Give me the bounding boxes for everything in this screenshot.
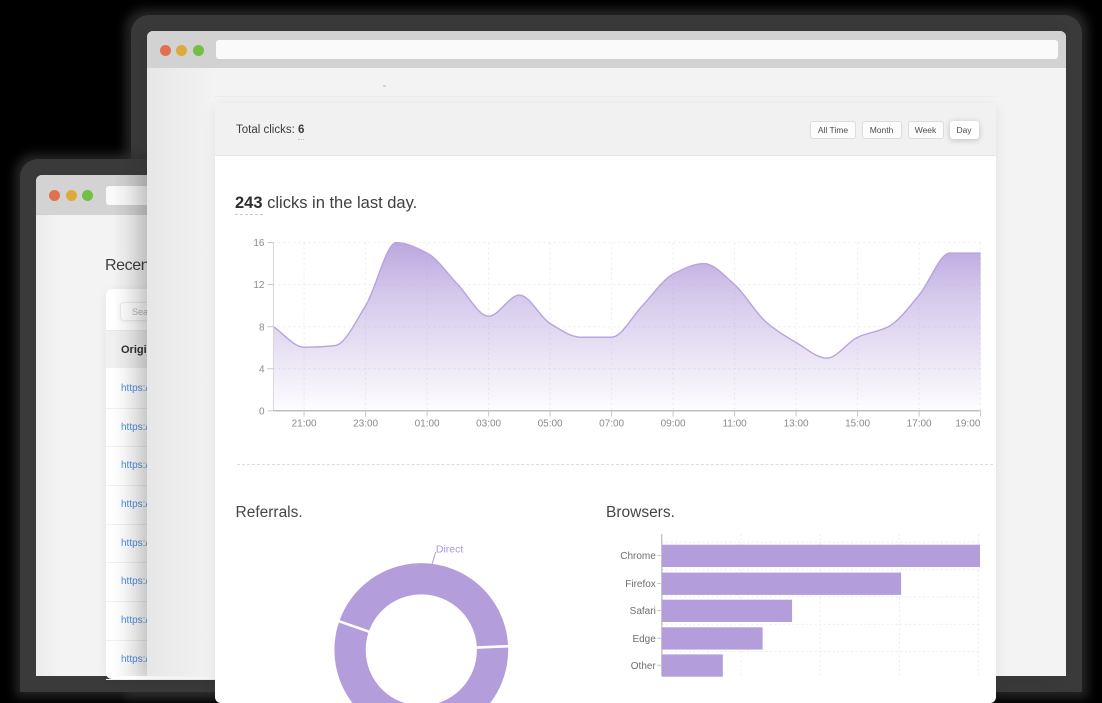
svg-text:09:00: 09:00 — [661, 419, 686, 430]
svg-text:Firefox: Firefox — [625, 579, 656, 590]
svg-text:4: 4 — [259, 364, 265, 375]
svg-text:16: 16 — [253, 238, 265, 249]
svg-text:07:00: 07:00 — [599, 419, 624, 430]
svg-text:Safari: Safari — [630, 606, 656, 617]
svg-text:11:00: 11:00 — [722, 419, 747, 430]
svg-text:23:00: 23:00 — [353, 419, 378, 430]
svg-text:13:00: 13:00 — [784, 419, 809, 430]
svg-text:8: 8 — [259, 322, 265, 333]
svg-text:19:00: 19:00 — [955, 419, 980, 430]
svg-text:12: 12 — [253, 280, 265, 291]
svg-text:05:00: 05:00 — [538, 419, 563, 430]
svg-text:15:00: 15:00 — [845, 419, 870, 430]
svg-text:Edge: Edge — [632, 634, 656, 645]
svg-text:Chrome: Chrome — [620, 551, 656, 562]
svg-text:03:00: 03:00 — [476, 419, 501, 430]
svg-text:21:00: 21:00 — [292, 419, 317, 430]
svg-text:17:00: 17:00 — [907, 419, 932, 430]
svg-text:0: 0 — [259, 406, 265, 417]
svg-text:01:00: 01:00 — [415, 419, 440, 430]
svg-text:Other: Other — [631, 661, 657, 672]
svg-text:Direct: Direct — [436, 543, 464, 555]
